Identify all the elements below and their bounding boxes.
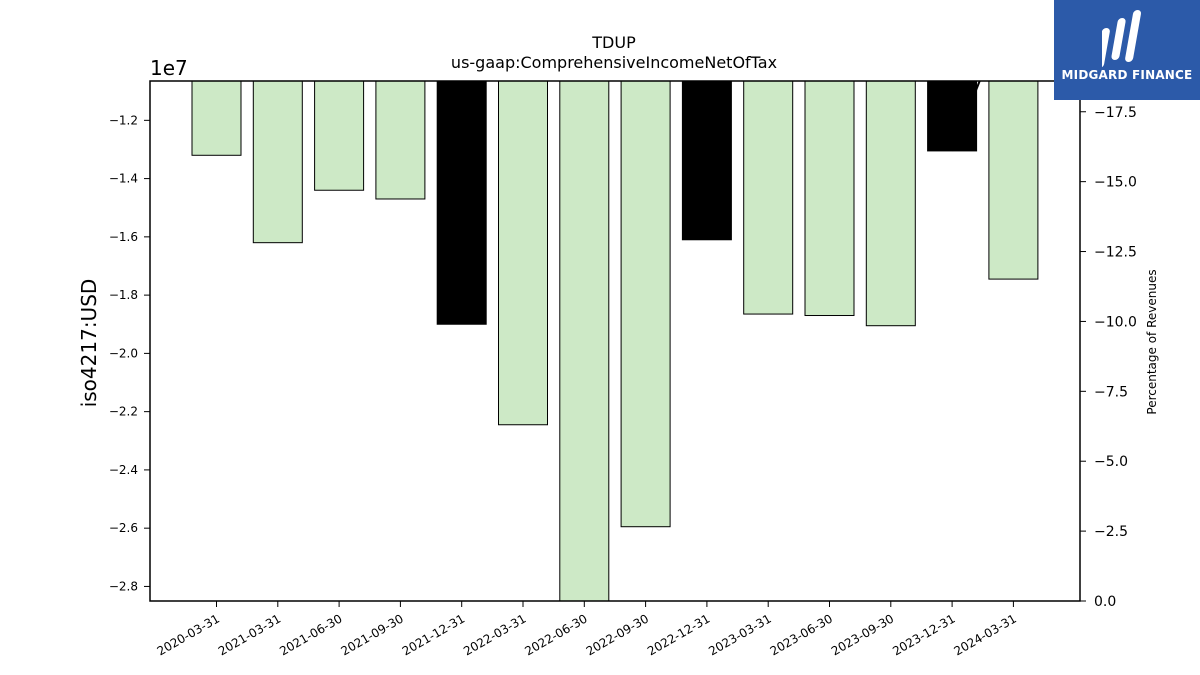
x-tick-label: 2023-03-31 [706,611,773,658]
bar-2022-12-31 [681,80,732,241]
chart-title: TDUP [591,33,636,52]
y-tick-label: −1.4 [109,172,138,186]
plot-frame [149,80,1081,602]
y-tick-label: −1.2 [109,113,138,127]
y-tick-label: −2.8 [109,579,138,593]
chart-subtitle: us-gaap:ComprehensiveIncomeNetOfTax [451,53,777,72]
y-tick-label: −1.8 [109,288,138,302]
x-tick-label: 2023-12-31 [890,611,957,658]
x-tick-label: 2021-12-31 [400,611,467,658]
y-tick-label: −1.6 [109,230,138,244]
x-tick-label: 2022-03-31 [461,611,528,658]
bar-2021-12-31 [436,80,487,325]
y2-tick-label: −15.0 [1094,175,1137,191]
y2-tick-label: −7.5 [1094,384,1128,400]
y-tick-label: −2.4 [109,463,138,477]
x-tick-label: 2020-03-31 [155,611,222,658]
bar-2022-09-30 [620,80,671,528]
y-tick-label: −2.2 [109,405,138,419]
x-tick-label: 2023-06-30 [768,611,835,658]
y2-tick-label: −2.5 [1094,524,1128,540]
y2-tick-label: −5.0 [1094,454,1128,470]
bar-2023-09-30 [865,80,916,327]
x-tick-label: 2021-09-30 [338,611,405,658]
x-tick-label: 2021-03-31 [216,611,283,658]
y2-axis-label: Percentage of Revenues [1145,269,1159,414]
x-tick-label: 2021-06-30 [277,611,344,658]
y-axis-label: iso4217:USD [77,279,101,408]
bar-2022-06-30 [559,80,610,602]
bar-2022-03-31 [498,80,548,426]
x-tick-label: 2022-12-31 [645,611,712,658]
y2-tick-label: −12.5 [1094,245,1137,261]
bar-2023-03-31 [743,80,794,315]
bar-2023-12-31 [927,80,978,152]
x-tick-label: 2024-03-31 [951,611,1018,658]
y2-tick-label: −17.5 [1094,105,1137,121]
bar-2020-03-31 [191,80,242,156]
bar-2024-03-31 [988,80,1039,280]
x-tick-label: 2022-09-30 [584,611,651,658]
percent-line [951,80,981,152]
brand-logo: MIDGARD FINANCE [1054,0,1200,100]
bar-2023-06-30 [804,80,855,317]
bar-2021-06-30 [314,80,365,191]
y2-tick-label: −10.0 [1094,314,1137,330]
y-tick-label: −2.0 [109,346,138,360]
logo-text: MIDGARD FINANCE [1061,68,1193,82]
y-tick-label: −2.6 [109,521,138,535]
x-tick-label: 2023-09-30 [829,611,896,658]
midgard-logo-icon [1102,10,1142,68]
bar-2021-09-30 [375,80,426,200]
y2-tick-label: 0.0 [1094,594,1116,610]
x-tick-label: 2022-06-30 [522,611,589,658]
y-offset-label: 1e7 [150,56,188,80]
bar-2021-03-31 [252,80,303,244]
